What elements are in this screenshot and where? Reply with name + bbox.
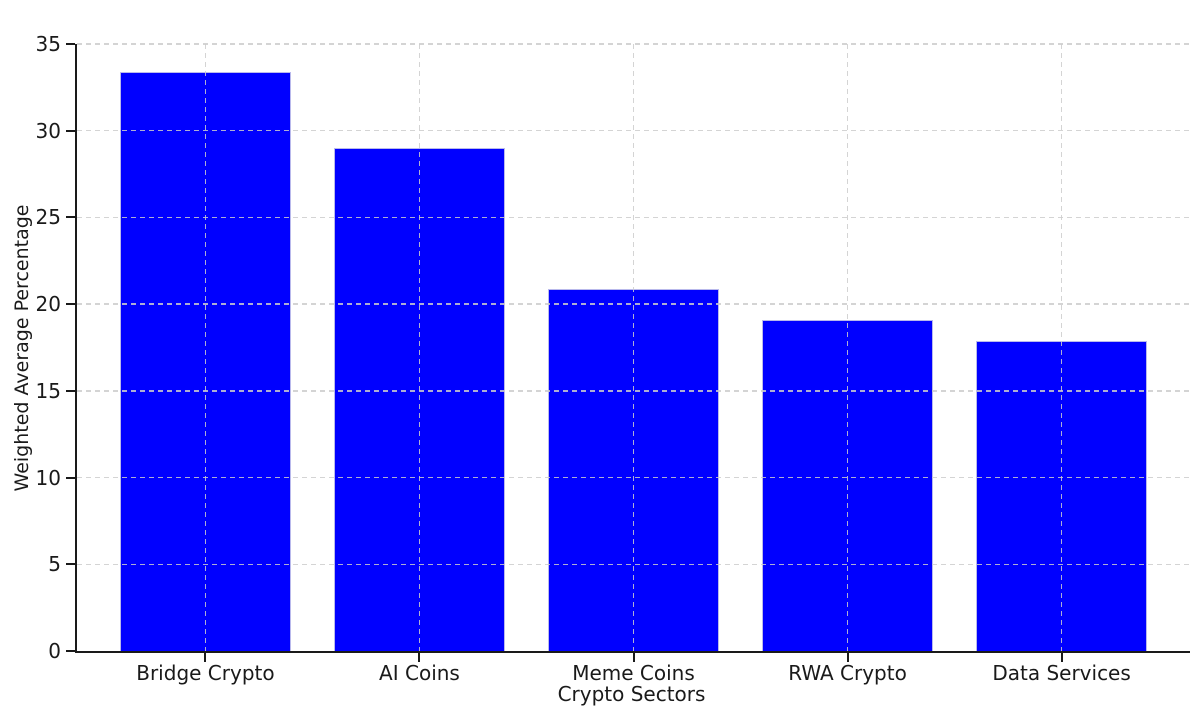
xtick-label-ai-coins: AI Coins: [379, 661, 460, 685]
bar-ai-coins: [333, 148, 506, 651]
plot-area: 0 5 10 15 20 25 30 35 Bridge Crypto AI Coins Meme …: [36, 32, 1190, 685]
xtick-label-meme-coins: Meme Coins: [572, 661, 695, 685]
ytick-mark-30: [66, 129, 75, 132]
ytick-label-25: 25: [35, 205, 61, 230]
ytick-mark-20: [66, 303, 75, 306]
xtick-mark-meme-coins: [632, 653, 635, 662]
gridline-y-35: [77, 43, 1190, 45]
bar-bridge-crypto: [119, 71, 292, 651]
ytick-label-35: 35: [35, 32, 61, 56]
ytick-mark-35: [66, 43, 75, 45]
xtick-label-rwa-crypto: RWA Crypto: [788, 661, 907, 685]
xtick-mark-rwa-crypto: [846, 653, 849, 662]
ytick-mark-15: [66, 389, 75, 392]
ytick-label-30: 30: [35, 118, 61, 143]
ytick-label-20: 20: [35, 292, 61, 317]
ytick-label-10: 10: [35, 465, 61, 490]
xtick-label-data-services: Data Services: [992, 661, 1131, 685]
ytick-label-0: 0: [48, 639, 61, 663]
xtick-label-bridge-crypto: Bridge Crypto: [136, 661, 275, 685]
xtick-mark-bridge-crypto: [204, 653, 207, 662]
bar-meme-coins: [547, 288, 720, 651]
ytick-mark-0: [66, 650, 75, 652]
xtick-mark-data-services: [1060, 653, 1063, 662]
bar-data-services: [975, 340, 1148, 651]
ytick-mark-5: [66, 563, 75, 566]
x-axis-label: Crypto Sectors: [557, 682, 706, 706]
ytick-label-15: 15: [35, 378, 61, 403]
ytick-mark-25: [66, 216, 75, 219]
ytick-mark-10: [66, 476, 75, 479]
y-axis-label: Weighted Average Percentage: [11, 204, 33, 492]
bar-rwa-crypto: [761, 319, 934, 651]
ytick-label-5: 5: [48, 552, 61, 577]
xtick-mark-ai-coins: [418, 653, 421, 662]
